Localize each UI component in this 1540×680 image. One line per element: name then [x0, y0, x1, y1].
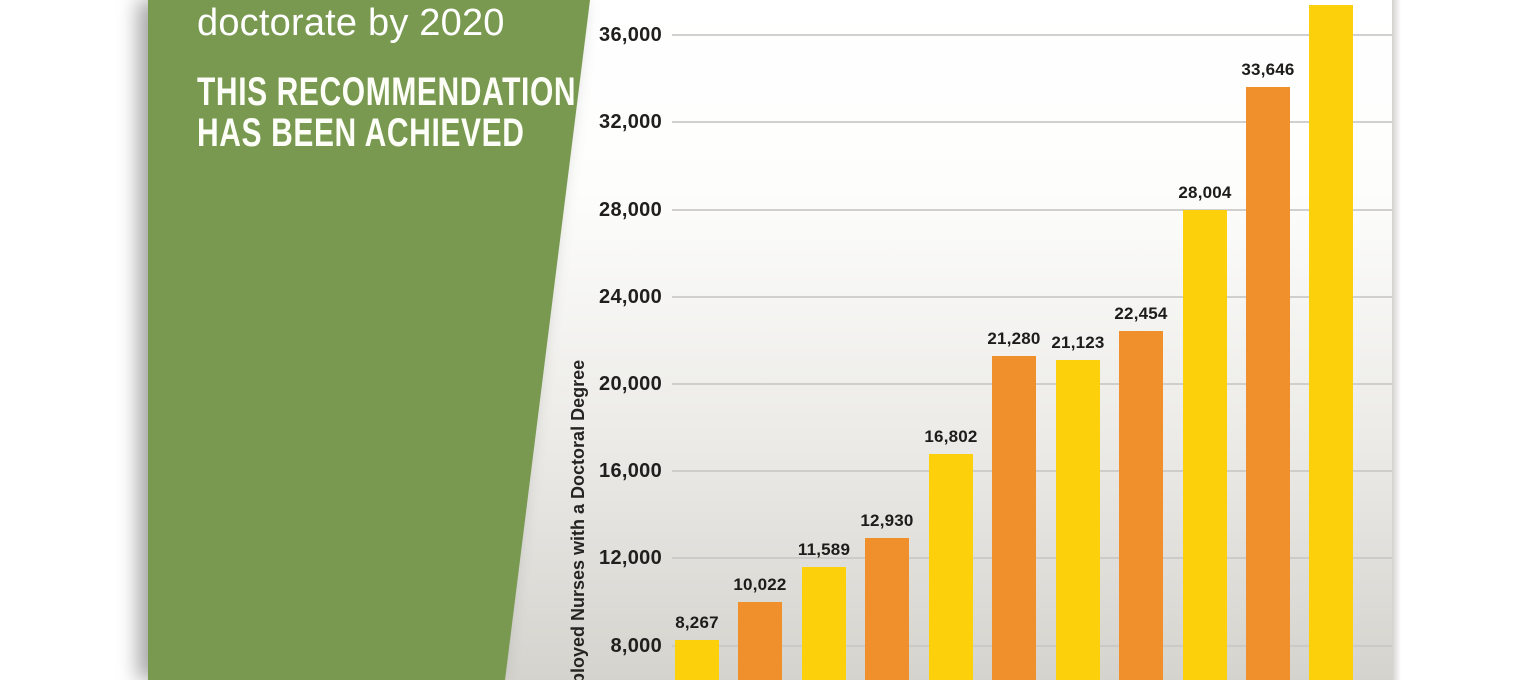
bar-value-label-5: 16,802 — [924, 427, 978, 446]
summary-panel-wrap: doctorate by 2020 THIS RECOMMENDATION HA… — [148, 0, 590, 680]
achievement-status-line-1: THIS RECOMMENDATION — [197, 70, 577, 115]
bar-7 — [1056, 360, 1100, 680]
summary-panel: doctorate by 2020 THIS RECOMMENDATION HA… — [148, 0, 590, 680]
bar-1 — [675, 640, 719, 680]
achievement-status: THIS RECOMMENDATION HAS BEEN ACHIEVED — [197, 72, 576, 154]
y-tick-label-24000: 24,000 — [599, 286, 662, 308]
y-tick-label-28000: 28,000 — [599, 199, 662, 221]
page-right-margin — [1392, 0, 1540, 680]
bar-6 — [992, 356, 1036, 680]
y-tick-label-8000: 8,000 — [610, 635, 662, 657]
y-tick-label-32000: 32,000 — [599, 111, 662, 133]
bar-value-label-9: 28,004 — [1178, 183, 1232, 202]
page-left-margin — [0, 0, 148, 680]
bar-value-label-8: 22,454 — [1114, 304, 1168, 323]
bar-2 — [738, 602, 782, 680]
bar-value-label-1: 8,267 — [675, 613, 719, 632]
achievement-status-line-2: HAS BEEN ACHIEVED — [197, 111, 525, 156]
gridline-28000 — [672, 209, 1392, 211]
bar-value-label-10: 33,646 — [1241, 60, 1295, 79]
page-edge-shadow — [1392, 0, 1404, 680]
bar-value-label-4: 12,930 — [860, 511, 914, 530]
bar-5 — [929, 454, 973, 680]
gridline-32000 — [672, 121, 1392, 123]
bar-value-label-6: 21,280 — [987, 329, 1041, 348]
gridline-36000 — [672, 34, 1392, 36]
gridline-24000 — [672, 296, 1392, 298]
bar-8 — [1119, 331, 1163, 680]
bar-11 — [1309, 5, 1353, 680]
bar-10 — [1246, 87, 1290, 680]
bar-value-label-7: 21,123 — [1051, 333, 1105, 352]
bar-9 — [1183, 210, 1227, 680]
y-tick-label-12000: 12,000 — [599, 547, 662, 569]
bar-3 — [802, 567, 846, 680]
bar-value-label-2: 10,022 — [733, 575, 787, 594]
panel-headline: doctorate by 2020 — [197, 2, 505, 44]
y-tick-label-36000: 36,000 — [599, 24, 662, 46]
y-tick-label-20000: 20,000 — [599, 373, 662, 395]
bar-4 — [865, 538, 909, 680]
bar-value-label-3: 11,589 — [797, 540, 851, 559]
y-tick-label-16000: 16,000 — [599, 460, 662, 482]
